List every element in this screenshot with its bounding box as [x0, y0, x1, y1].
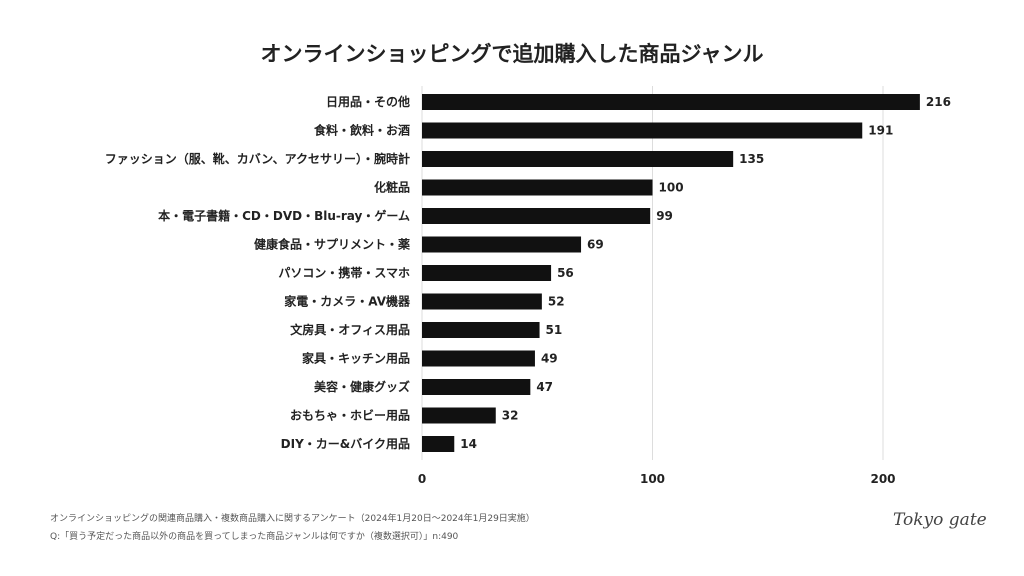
bar	[422, 436, 455, 452]
data-label: 99	[656, 209, 673, 223]
chart-title: オンラインショッピングで追加購入した商品ジャンル	[260, 42, 764, 66]
data-label: 191	[868, 124, 893, 138]
x-tick-label: 100	[640, 472, 665, 486]
bar	[422, 379, 531, 395]
x-tick-label: 200	[870, 472, 895, 486]
category-label: おもちゃ・ホビー用品	[290, 408, 410, 423]
bar	[422, 293, 542, 310]
data-label: 14	[460, 437, 477, 451]
data-label: 51	[546, 323, 563, 337]
category-label: 文房具・オフィス用品	[290, 322, 410, 337]
bar	[422, 94, 920, 110]
category-label: 日用品・その他	[326, 94, 410, 109]
category-label: 化粧品	[374, 180, 410, 195]
category-label: パソコン・携帯・スマホ	[278, 265, 410, 280]
bar	[422, 151, 734, 167]
category-label: 食料・飲料・お酒	[313, 123, 410, 138]
category-label: 家具・キッチン用品	[302, 351, 410, 366]
category-label: DIY・カー&バイク用品	[281, 437, 410, 451]
category-label: 家電・カメラ・AV機器	[284, 294, 411, 309]
data-label: 52	[548, 295, 565, 309]
bar	[422, 122, 863, 139]
data-label: 100	[659, 181, 684, 195]
question-note: Q:「買う予定だった商品以外の商品を買ってしまった商品ジャンルは何ですか（複数選…	[50, 532, 459, 542]
category-label: 健康食品・サプリメント・薬	[254, 237, 410, 252]
category-label: ファッション（服、靴、カバン、アクセサリー）・腕時計	[105, 151, 410, 166]
bar	[422, 407, 496, 424]
bar	[422, 179, 653, 196]
data-label: 56	[557, 266, 574, 280]
bar	[422, 208, 651, 224]
bar	[422, 236, 582, 253]
bar	[422, 322, 540, 338]
bar	[422, 265, 552, 281]
category-label: 本・電子書籍・CD・DVD・Blu-ray・ゲーム	[158, 208, 410, 223]
data-label: 47	[536, 380, 553, 394]
data-label: 32	[502, 409, 519, 423]
data-label: 135	[739, 152, 764, 166]
tokyo-gate-logo: Tokyo gate	[893, 510, 987, 530]
data-label: 216	[926, 95, 951, 109]
bar	[422, 350, 535, 367]
data-label: 49	[541, 352, 558, 366]
data-label: 69	[587, 238, 604, 252]
source-note: オンラインショッピングの関連商品購入・複数商品購入に関するアンケート（2024年…	[50, 514, 535, 524]
category-label: 美容・健康グッズ	[314, 379, 410, 394]
x-tick-label: 0	[418, 472, 426, 486]
